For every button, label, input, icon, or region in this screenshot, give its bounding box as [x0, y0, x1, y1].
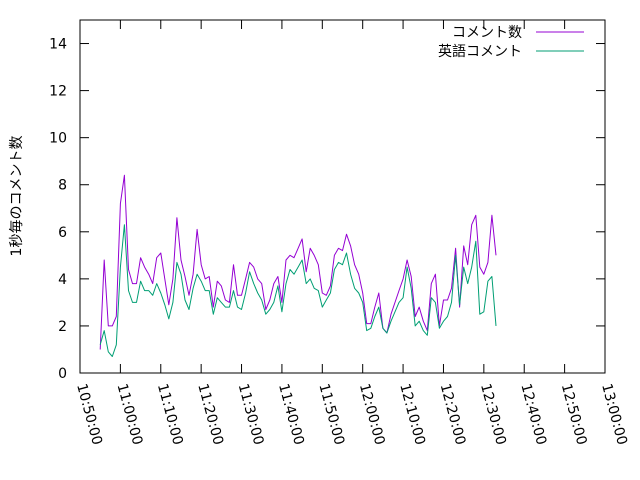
series-line-english-comments	[99, 224, 497, 357]
legend-label-comment-count: コメント数	[452, 25, 522, 41]
y-tick-label: 8	[58, 178, 67, 194]
x-tick-label: 11:50:00	[315, 382, 347, 447]
x-tick-label: 12:30:00	[477, 382, 509, 447]
x-tick-label: 12:10:00	[396, 382, 428, 447]
y-axis-label: 1秒毎のコメント数	[9, 136, 25, 257]
x-tick-label: 11:00:00	[114, 382, 146, 447]
y-tick-label: 12	[49, 84, 67, 100]
x-axis: 10:50:00 11:00:00 11:10:00 11:20:00 11:30:00…	[73, 20, 630, 447]
legend-label-english-comments: 英語コメント	[438, 43, 522, 60]
x-tick-label: 12:20:00	[437, 382, 469, 447]
plot-border	[79, 19, 606, 374]
y-tick-label: 14	[49, 37, 67, 53]
y-axis: 0 2 4 6 8 10 12 14	[49, 37, 605, 382]
x-tick-label: 11:40:00	[275, 382, 307, 447]
x-tick-label: 13:00:00	[598, 382, 630, 447]
x-tick-label: 11:20:00	[194, 382, 226, 447]
x-tick-label: 10:50:00	[73, 382, 105, 447]
plot-area	[99, 174, 497, 357]
y-tick-label: 6	[58, 225, 67, 241]
y-tick-label: 10	[49, 131, 67, 147]
x-tick-label: 12:50:00	[558, 382, 590, 447]
y-tick-label: 2	[58, 319, 67, 335]
x-tick-label: 12:00:00	[356, 382, 388, 447]
x-tick-label: 11:10:00	[154, 382, 186, 447]
x-tick-label: 12:40:00	[517, 382, 549, 447]
legend: コメント数 英語コメント	[438, 25, 584, 60]
x-tick-label: 11:30:00	[235, 382, 267, 447]
series-line-comment-count	[99, 174, 497, 350]
y-tick-label: 4	[58, 272, 67, 288]
y-tick-label: 0	[58, 366, 67, 382]
